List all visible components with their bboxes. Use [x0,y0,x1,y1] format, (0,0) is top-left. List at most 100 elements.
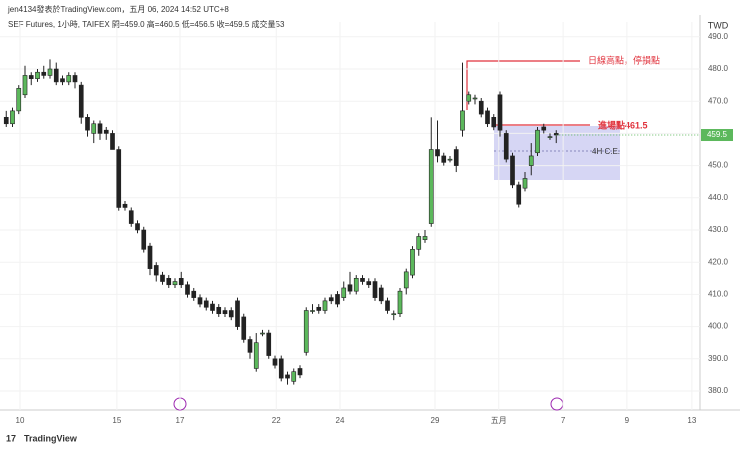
candle-body [472,97,478,100]
candle-body [466,94,472,102]
candle-body [378,287,384,302]
y-tick-label: 380.0 [708,386,729,395]
candle-body [485,110,490,125]
y-tick-label: 470.0 [708,96,729,105]
y-tick-label: 480.0 [708,64,729,73]
candle-body [3,117,9,125]
candle-body [385,300,390,311]
candle-body [541,126,547,131]
footer-logo: TradingView [24,433,78,443]
candle-body [72,75,78,83]
candle-body [497,94,503,131]
candle-body [303,310,309,353]
x-tick-label: 17 [176,416,185,425]
footer-icon: 17 [6,433,16,443]
y-tick-label: 390.0 [708,354,729,363]
candle-body [460,110,465,131]
candle-body [403,271,409,289]
y-tick-label: 430.0 [708,225,729,234]
candle-body [410,249,415,276]
candle-body [453,149,459,166]
candle-body [397,290,403,315]
candle-body [128,210,134,224]
candle-body [135,223,140,231]
candle-body [172,281,178,286]
y-tick-label: 410.0 [708,290,729,299]
candle-body [372,281,378,298]
candle-body [516,184,522,205]
candle-body [422,236,428,240]
candle-body [310,310,315,312]
y-tick-label: 420.0 [708,257,729,266]
candle-body [478,100,484,115]
candle-body [235,300,240,327]
last-price-tag [701,129,733,142]
ce-label: 4H C.E. [592,147,620,156]
candle-body [522,178,528,189]
candle-body [47,68,53,76]
candle-body [191,290,197,298]
candle-body [35,71,40,79]
candle-body [228,310,234,318]
x-tick-label: 13 [687,416,696,425]
candle-body [528,155,534,166]
candle-body [322,300,328,311]
x-tick-label: 29 [431,416,440,425]
candle-body [328,297,334,302]
candle-body [116,149,122,208]
candle-body [366,281,372,286]
candle-body [41,71,47,76]
candle-body [547,136,553,138]
candle-body [166,278,172,286]
x-tick-label: 9 [625,416,630,425]
candle-body [147,245,153,269]
candle-body [78,84,84,118]
candle-body [447,158,453,161]
currency: TWD [708,20,729,30]
candle-body [53,68,59,83]
candle-body [347,284,353,292]
x-tick-label: 24 [336,416,345,425]
candle-body [97,123,103,134]
candle-body [335,294,340,305]
y-tick-label: 490.0 [708,32,729,41]
y-tick-label: 400.0 [708,322,729,331]
candle-body [110,133,115,150]
candle-body [203,300,209,308]
candle-body [28,75,34,79]
candle-body [272,358,278,366]
candle-body [103,129,109,134]
candle-body [503,133,509,160]
candle-body [253,342,259,369]
y-tick-label: 450.0 [708,161,729,170]
last-price-label: 459.5 [707,130,728,139]
candle-body [260,332,265,335]
candle-body [178,278,184,286]
candle-body [278,358,284,379]
candle-body [85,117,90,131]
candle-body [441,155,447,163]
header: jen4134發表於TradingView.com，五月 06, 2024 14… [7,4,229,14]
x-tick-label: 五月 [491,416,507,425]
candle-body [153,265,159,276]
candle-body [491,117,497,128]
stop-label: 日線高點，停損點 [588,54,660,65]
candle-body [141,229,147,250]
candle-body [122,203,128,208]
candle-body [160,274,165,282]
candle-body [91,123,97,134]
stop-line [466,60,580,110]
candle-body [16,88,22,112]
candle-body [353,278,359,292]
candle-body [416,236,422,250]
candle-body [428,149,434,224]
candle-body [341,287,347,298]
y-tick-label: 440.0 [708,193,729,202]
candle-body [210,303,215,311]
candle-body [241,316,247,340]
candle-body [266,332,272,356]
candle-body [66,75,72,83]
candle-body [216,306,222,315]
